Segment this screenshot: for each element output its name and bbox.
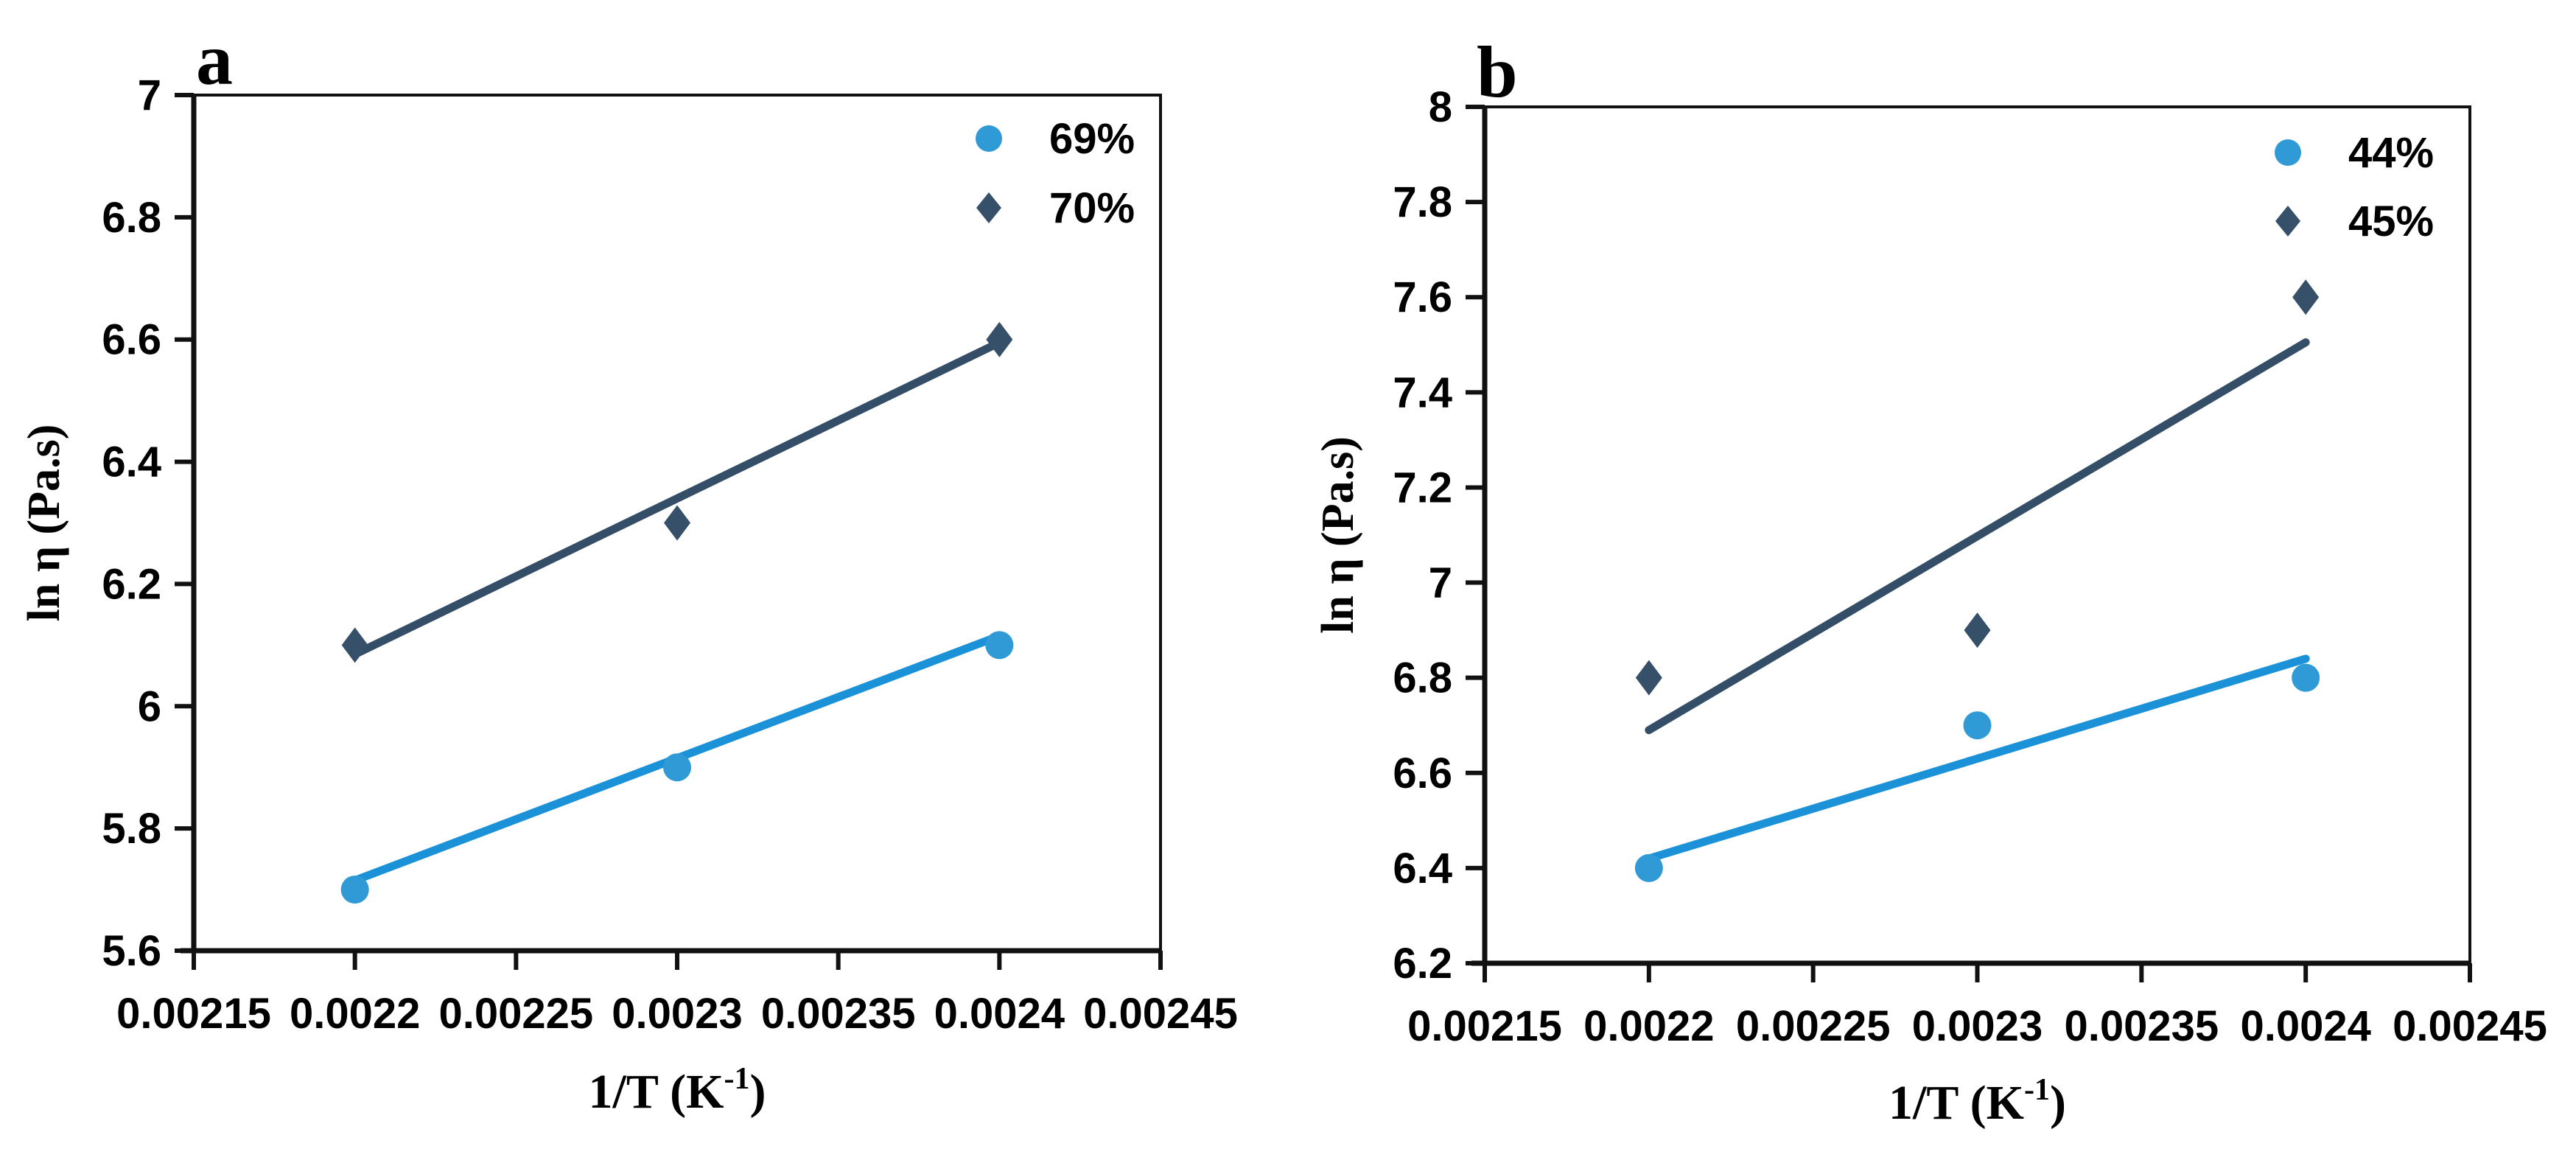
x-axis-title: 1/T (K-1) <box>589 1062 766 1119</box>
trendline-70pct <box>351 338 1004 659</box>
y-tick-label: 7 <box>1429 559 1452 607</box>
y-tick-label: 7.6 <box>1393 273 1452 321</box>
x-tick-label: 0.00215 <box>1407 1002 1562 1050</box>
legend-marker-diamond <box>2275 206 2300 237</box>
y-tick-label: 6.8 <box>102 194 161 242</box>
legend-a: 69%70% <box>976 115 1135 232</box>
data-point-45pct-diamond <box>1635 660 1662 696</box>
y-tick-label: 6 <box>138 682 161 730</box>
legend-entry-45pct: 45% <box>2275 198 2434 245</box>
y-tick-label: 7.2 <box>1393 464 1452 511</box>
x-tick-label: 0.00235 <box>2065 1002 2219 1050</box>
data-point-45pct-diamond <box>1964 612 1991 649</box>
x-axis-title: 1/T (K-1) <box>1889 1073 2066 1130</box>
panel-label-a: a <box>196 18 233 100</box>
y-tick-label: 5.6 <box>102 927 161 975</box>
y-axis-title: ln η (Pa.s) <box>1313 436 1363 634</box>
trendline-45pct <box>1645 338 2310 735</box>
data-point-69pct-circle <box>340 876 369 904</box>
y-tick-label: 7.8 <box>1393 178 1452 226</box>
y-tick-label: 6.2 <box>102 560 161 608</box>
panel-b: 8 7.8 7.6 7.4 7.2 7 6.8 6.6 6.4 6.2 0.00215 0.0022 0… <box>1313 31 2547 1130</box>
x-tick-label: 0.00245 <box>1083 990 1238 1038</box>
data-point-44pct-circle <box>2292 663 2320 692</box>
y-tick-label: 6.8 <box>1393 654 1452 702</box>
x-tick-label: 0.0023 <box>612 990 742 1038</box>
data-point-69pct-circle <box>663 753 691 782</box>
y-axis-title: ln η (Pa.s) <box>19 424 69 622</box>
data-point-69pct-circle <box>985 631 1014 660</box>
x-tick-label: 0.0024 <box>934 990 1065 1038</box>
x-tick-label: 0.00245 <box>2393 1002 2547 1050</box>
legend-label: 69% <box>1049 115 1135 163</box>
legend-b: 44%45% <box>2275 129 2434 245</box>
legend-entry-70pct: 70% <box>976 184 1135 232</box>
x-tick-label: 0.0023 <box>1912 1002 2043 1050</box>
legend-label: 45% <box>2348 198 2434 245</box>
x-tick-label: 0.0024 <box>2240 1002 2370 1050</box>
y-tick-label: 6.6 <box>1393 750 1452 797</box>
y-tick-label: 6.4 <box>102 438 161 486</box>
y-tick-label: 8 <box>1429 83 1452 131</box>
y-tick-label: 5.8 <box>102 805 161 853</box>
data-point-45pct-diamond <box>2292 279 2320 315</box>
panel-label-b: b <box>1477 31 1518 113</box>
x-tick-label: 0.00215 <box>116 990 271 1038</box>
y-tick-label: 6.4 <box>1393 845 1452 892</box>
trendline-44pct <box>1645 654 2310 863</box>
y-tick-label: 7.4 <box>1393 368 1452 416</box>
panel-a: 7 6.8 6.6 6.4 6.2 6 5.8 5.6 0.00215 0.0022 0.00225… <box>19 18 1238 1119</box>
y-tick-label: 6.2 <box>1393 940 1452 988</box>
legend-label: 44% <box>2348 129 2434 177</box>
data-point-70pct-diamond <box>664 505 690 541</box>
legend-entry-44pct: 44% <box>2275 129 2434 177</box>
data-point-70pct-diamond <box>341 627 368 663</box>
legend-marker-diamond <box>976 192 1001 223</box>
x-tick-label: 0.0022 <box>290 990 420 1038</box>
legend-marker-circle <box>976 125 1002 152</box>
legend-entry-69pct: 69% <box>976 115 1135 163</box>
x-tick-label: 0.0022 <box>1583 1002 1714 1050</box>
x-tick-label: 0.00225 <box>439 990 594 1038</box>
legend-marker-circle <box>2275 139 2301 166</box>
x-tick-label: 0.00235 <box>761 990 916 1038</box>
y-tick-label: 7 <box>138 71 161 119</box>
data-point-70pct-diamond <box>986 321 1013 357</box>
data-point-44pct-circle <box>1963 711 1992 740</box>
legend-label: 70% <box>1049 184 1135 232</box>
y-tick-label: 6.6 <box>102 316 161 364</box>
x-tick-label: 0.00225 <box>1736 1002 1891 1050</box>
data-point-44pct-circle <box>1634 853 1663 882</box>
